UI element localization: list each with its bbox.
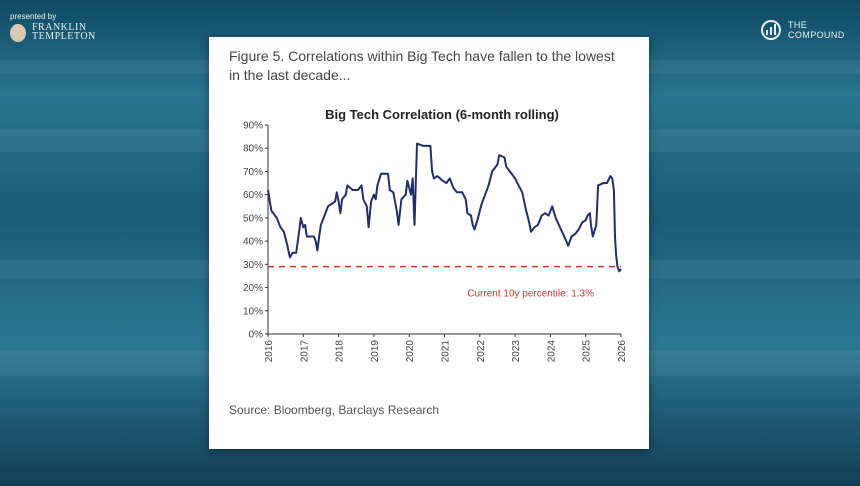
y-tick-label: 40% <box>243 237 263 248</box>
x-tick-label: 2024 <box>546 340 557 363</box>
x-tick-label: 2026 <box>617 340 628 363</box>
x-tick-label: 2017 <box>299 340 310 363</box>
y-tick-label: 70% <box>243 167 263 178</box>
x-tick-label: 2025 <box>582 340 593 363</box>
presented-by-label: presented by <box>10 12 57 21</box>
figure-title: Figure 5. Correlations within Big Tech h… <box>229 48 615 83</box>
x-tick-label: 2019 <box>370 340 381 363</box>
show-logo: THE COMPOUND <box>760 18 845 42</box>
x-tick-label: 2022 <box>476 340 487 363</box>
x-tick-label: 2016 <box>264 340 275 363</box>
y-tick-label: 30% <box>243 260 263 271</box>
sponsor-name-line1: FRANKLIN <box>32 22 87 33</box>
x-tick-label: 2023 <box>511 340 522 363</box>
x-tick-label: 2021 <box>441 340 452 363</box>
x-tick-label: 2020 <box>405 340 416 363</box>
show-name-line1: THE <box>788 20 808 30</box>
figure-source: Source: Bloomberg, Barclays Research <box>229 403 440 417</box>
y-tick-label: 60% <box>243 190 263 201</box>
y-tick-label: 0% <box>249 330 264 341</box>
correlation-series-line <box>267 142 622 273</box>
x-tick-label: 2018 <box>335 340 346 363</box>
chart-title: Big Tech Correlation (6-month rolling) <box>325 107 559 122</box>
franklin-portrait-icon <box>10 24 26 42</box>
show-name-line2: COMPOUND <box>788 30 845 40</box>
sponsor-logo: presented by FRANKLIN TEMPLETON <box>10 12 96 42</box>
y-tick-label: 80% <box>243 144 263 155</box>
y-tick-label: 10% <box>243 306 263 317</box>
compound-chart-icon <box>761 20 781 40</box>
sponsor-name-line2: TEMPLETON <box>32 31 96 42</box>
y-tick-label: 20% <box>243 283 263 294</box>
y-tick-label: 50% <box>243 213 263 224</box>
correlation-chart: Big Tech Correlation (6-month rolling) 0… <box>243 107 628 363</box>
figure-card: Figure 5. Correlations within Big Tech h… <box>209 37 649 449</box>
reference-line-label: Current 10y percentile: 1.3% <box>467 289 594 300</box>
y-tick-label: 90% <box>243 121 263 132</box>
